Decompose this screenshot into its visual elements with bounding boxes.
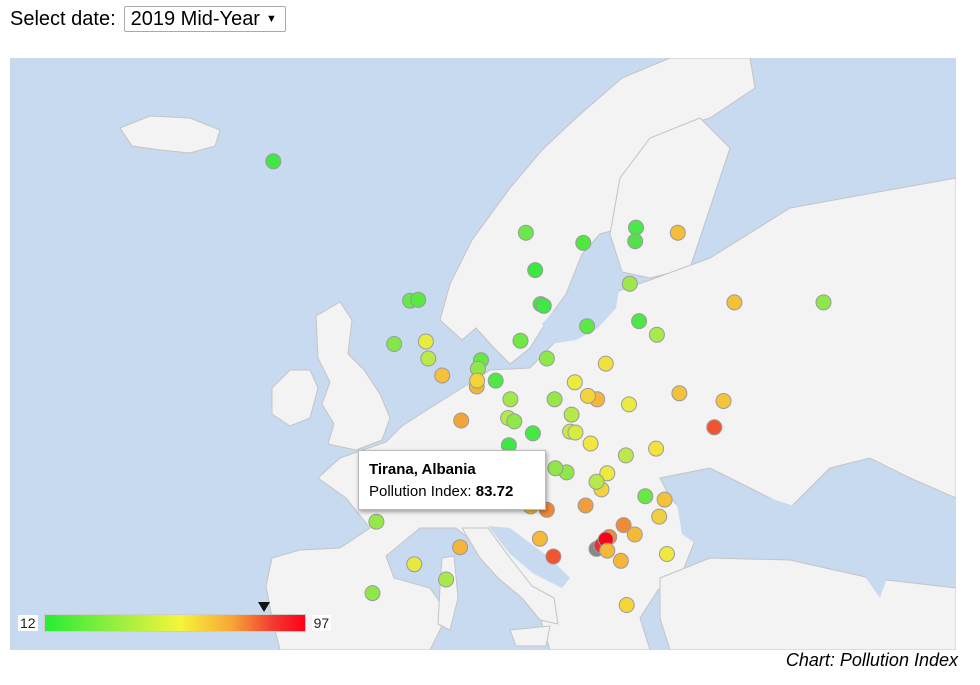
tooltip-metric-row: Pollution Index: 83.72 bbox=[369, 481, 535, 503]
city-marker[interactable] bbox=[453, 412, 470, 429]
city-marker[interactable] bbox=[651, 508, 668, 525]
city-marker[interactable] bbox=[368, 513, 385, 530]
city-marker[interactable] bbox=[563, 406, 580, 423]
city-marker[interactable] bbox=[582, 435, 599, 452]
city-marker[interactable] bbox=[420, 350, 437, 367]
city-marker[interactable] bbox=[506, 413, 523, 430]
black-sea bbox=[676, 488, 822, 558]
city-marker[interactable] bbox=[566, 374, 583, 391]
city-marker[interactable] bbox=[546, 391, 563, 408]
city-marker[interactable] bbox=[577, 497, 594, 514]
city-marker[interactable] bbox=[265, 153, 282, 170]
city-marker[interactable] bbox=[671, 385, 688, 402]
city-marker[interactable] bbox=[631, 313, 648, 330]
city-marker[interactable] bbox=[815, 294, 832, 311]
land-italy bbox=[461, 527, 559, 625]
city-marker[interactable] bbox=[524, 425, 541, 442]
tooltip-metric-label: Pollution Index: bbox=[369, 483, 472, 500]
baltic-sea bbox=[542, 236, 622, 344]
city-marker[interactable] bbox=[597, 355, 614, 372]
city-marker[interactable] bbox=[715, 393, 732, 409]
color-legend: 12 97 bbox=[18, 602, 332, 634]
city-marker[interactable] bbox=[599, 465, 616, 482]
city-marker[interactable] bbox=[617, 447, 634, 464]
city-marker[interactable] bbox=[364, 585, 381, 602]
city-marker[interactable] bbox=[656, 491, 673, 508]
dropdown-caret-icon: ▼ bbox=[265, 13, 277, 25]
city-marker[interactable] bbox=[648, 440, 665, 457]
city-marker[interactable] bbox=[588, 473, 605, 490]
land-sicily bbox=[509, 625, 551, 647]
legend-min: 12 bbox=[18, 615, 38, 631]
city-marker[interactable] bbox=[512, 332, 529, 349]
city-marker[interactable] bbox=[386, 336, 403, 352]
city-marker[interactable] bbox=[410, 291, 427, 308]
city-marker[interactable] bbox=[618, 597, 635, 613]
city-marker[interactable] bbox=[438, 571, 455, 588]
city-marker[interactable] bbox=[487, 372, 504, 389]
city-marker[interactable] bbox=[452, 539, 469, 556]
date-select[interactable]: 2019 Mid-Year ▼ bbox=[123, 6, 286, 32]
land-iceland bbox=[119, 115, 221, 154]
city-marker[interactable] bbox=[659, 546, 675, 562]
date-selector-bar: Select date: 2019 Mid-Year ▼ bbox=[10, 4, 286, 34]
city-marker[interactable] bbox=[502, 391, 519, 408]
legend-max: 97 bbox=[311, 615, 332, 631]
tooltip-city: Tirana, Albania bbox=[369, 461, 476, 478]
city-marker[interactable] bbox=[527, 262, 544, 279]
land-great-britain bbox=[315, 301, 391, 451]
city-marker[interactable] bbox=[535, 297, 552, 314]
city-marker[interactable] bbox=[669, 224, 686, 241]
city-marker[interactable] bbox=[579, 318, 596, 335]
chart-credit: Chart: Pollution Index bbox=[785, 650, 958, 670]
europe-map[interactable] bbox=[10, 58, 956, 650]
city-marker[interactable] bbox=[621, 275, 638, 292]
caspian-sea bbox=[866, 478, 900, 598]
city-marker[interactable] bbox=[575, 234, 592, 251]
city-tooltip: Tirana, Albania Pollution Index: 83.72 bbox=[358, 450, 546, 510]
city-marker[interactable] bbox=[517, 224, 534, 241]
city-marker[interactable] bbox=[567, 424, 584, 441]
city-marker[interactable] bbox=[406, 556, 423, 573]
select-date-label: Select date: bbox=[10, 7, 116, 30]
legend-gradient bbox=[43, 602, 306, 632]
city-marker[interactable] bbox=[538, 350, 555, 367]
city-marker[interactable] bbox=[628, 219, 644, 236]
city-marker[interactable] bbox=[626, 526, 643, 543]
city-marker[interactable] bbox=[531, 530, 548, 547]
city-marker[interactable] bbox=[599, 542, 616, 559]
city-marker[interactable] bbox=[627, 233, 644, 250]
city-marker[interactable] bbox=[621, 396, 637, 413]
map-area[interactable] bbox=[10, 58, 956, 650]
city-marker[interactable] bbox=[648, 326, 665, 343]
city-marker[interactable] bbox=[612, 552, 629, 569]
city-marker[interactable] bbox=[637, 488, 654, 505]
city-marker[interactable] bbox=[434, 367, 451, 384]
city-marker[interactable] bbox=[706, 419, 723, 436]
city-marker[interactable] bbox=[726, 294, 743, 311]
city-marker[interactable] bbox=[579, 387, 596, 404]
city-marker[interactable] bbox=[547, 460, 564, 477]
city-marker[interactable] bbox=[417, 333, 434, 350]
city-marker[interactable] bbox=[469, 372, 486, 389]
legend-pointer-icon bbox=[257, 602, 270, 612]
city-marker[interactable] bbox=[615, 517, 632, 534]
date-select-value: 2019 Mid-Year bbox=[130, 7, 260, 30]
tooltip-metric-value: 83.72 bbox=[475, 483, 514, 500]
adriatic-sea bbox=[488, 526, 570, 588]
land-ireland bbox=[271, 369, 319, 427]
city-marker[interactable] bbox=[545, 548, 562, 565]
